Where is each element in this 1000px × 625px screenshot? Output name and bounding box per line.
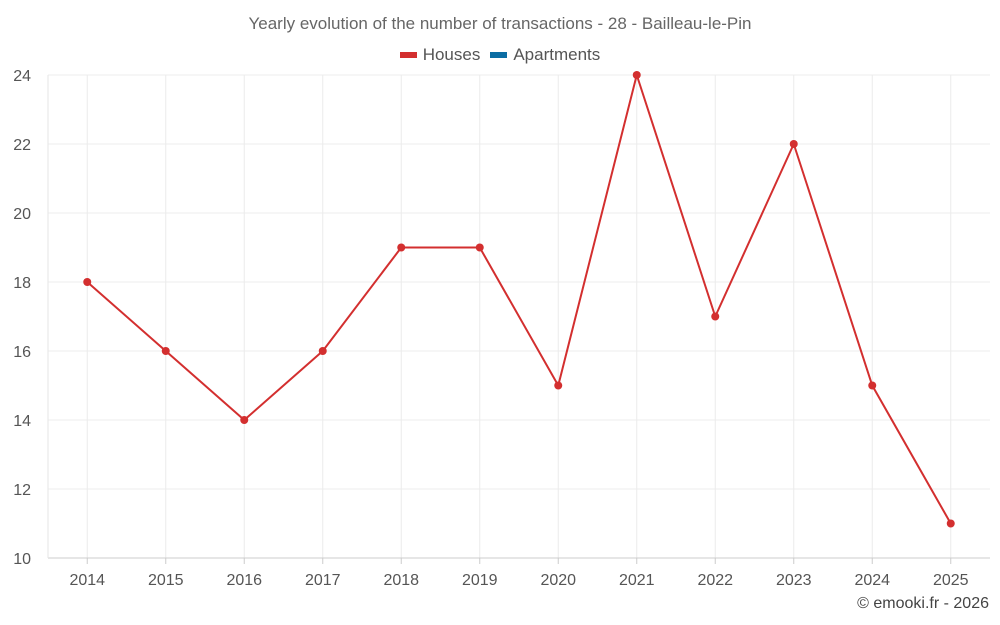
legend-label-apartments: Apartments [513,45,601,64]
data-point-houses [83,278,92,286]
series-line-houses [86,74,952,524]
x-tick-label: 2020 [540,572,576,589]
x-tick-label: 2024 [854,572,890,589]
y-tick-label: 22 [13,137,31,154]
legend-item-apartments[interactable]: Apartments [490,45,600,65]
x-tick-label: 2025 [933,572,969,589]
data-point-houses [318,347,327,355]
credit-text: © emooki.fr - 2026 [857,595,989,612]
x-tick-label: 2014 [69,572,105,589]
data-point-houses [554,381,563,390]
x-tick-label: 2018 [383,572,419,589]
data-point-houses [711,312,720,321]
y-tick-label: 12 [13,482,31,499]
x-tick-label: 2021 [619,572,655,589]
axes [47,75,990,564]
x-tick-label: 2017 [305,572,341,589]
y-tick-label: 10 [13,551,31,568]
legend-label-houses: Houses [422,45,481,64]
y-tick-label: 24 [13,68,31,85]
chart-title: Yearly evolution of the number of transa… [248,14,752,33]
data-point-houses [868,381,877,390]
x-tick-label: 2022 [697,572,733,589]
data-point-houses [161,347,170,355]
y-tick-label: 20 [13,206,31,223]
grid-lines [48,74,990,558]
series-layer [83,71,955,528]
data-point-houses [475,243,484,252]
y-tick-label: 14 [13,413,31,430]
data-point-houses [946,519,955,528]
x-axis-tick-labels: 2014 2015 2016 2017 2018 2019 2020 2021 2022 2023… [69,572,968,589]
y-tick-label: 16 [13,344,31,361]
y-tick-label: 18 [13,275,31,292]
x-tick-label: 2023 [776,572,812,589]
data-point-houses [789,140,798,148]
legend-swatch-houses [399,52,417,58]
data-point-houses [632,71,641,79]
data-point-houses [240,416,249,424]
legend-swatch-apartments [490,52,508,58]
x-tick-label: 2015 [148,572,184,589]
data-point-houses [397,243,406,252]
y-axis-tick-labels: 10 12 14 16 18 20 22 24 [13,68,31,568]
x-tick-label: 2016 [226,572,262,589]
x-tick-label: 2019 [462,572,498,589]
legend-item-houses[interactable]: Houses [399,45,481,65]
chart-legend: Houses Apartments [0,45,1000,65]
